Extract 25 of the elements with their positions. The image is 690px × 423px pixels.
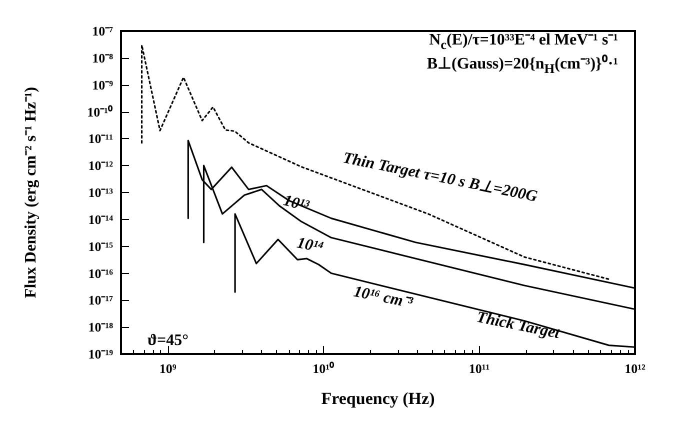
annotation: ϑ=45° bbox=[147, 332, 189, 349]
x-tick-label: 10¹¹ bbox=[468, 361, 490, 376]
y-tick-label: 10⁻¹⁵ bbox=[88, 238, 114, 254]
y-tick-label: 10⁻¹² bbox=[88, 158, 114, 174]
x-tick-label: 10¹⁰ bbox=[312, 361, 335, 376]
annotation: B⊥(Gauss)=20{n$_{H}$(cm⁻³)}⁰·¹ bbox=[426, 56, 618, 76]
x-tick-label: 10⁹ bbox=[159, 361, 176, 376]
annotation: 10¹⁴ bbox=[295, 234, 325, 256]
x-axis-title: Frequency (Hz) bbox=[321, 389, 435, 408]
y-tick-label: 10⁻¹¹ bbox=[88, 131, 114, 146]
x-tick-label: 10¹² bbox=[624, 361, 646, 376]
y-tick-label: 10⁻¹⁷ bbox=[88, 292, 114, 308]
y-tick-label: 10⁻¹³ bbox=[88, 185, 114, 200]
y-tick-label: 10⁻⁸ bbox=[92, 50, 114, 66]
y-tick-label: 10⁻¹⁰ bbox=[87, 104, 113, 120]
y-tick-label: 10⁻¹⁹ bbox=[88, 346, 114, 362]
y-tick-label: 10⁻¹⁴ bbox=[88, 212, 114, 227]
y-tick-label: 10⁻¹⁸ bbox=[88, 320, 114, 335]
y-tick-label: 10⁻¹⁶ bbox=[88, 266, 114, 281]
annotation: Thin Target τ=10 s B⊥=200G bbox=[341, 150, 539, 206]
y-tick-label: 10⁻⁷ bbox=[92, 24, 114, 38]
y-tick-label: 10⁻⁹ bbox=[92, 77, 114, 92]
annotation: 10¹⁶ cm⁻³ bbox=[352, 283, 414, 312]
y-axis-title: Flux Density (erg cm⁻² s⁻¹ Hz⁻¹) bbox=[22, 86, 40, 298]
annotation: N$_{c}$(E)/τ=10³³E⁻⁴ el MeV⁻¹ s⁻¹ bbox=[429, 32, 618, 52]
